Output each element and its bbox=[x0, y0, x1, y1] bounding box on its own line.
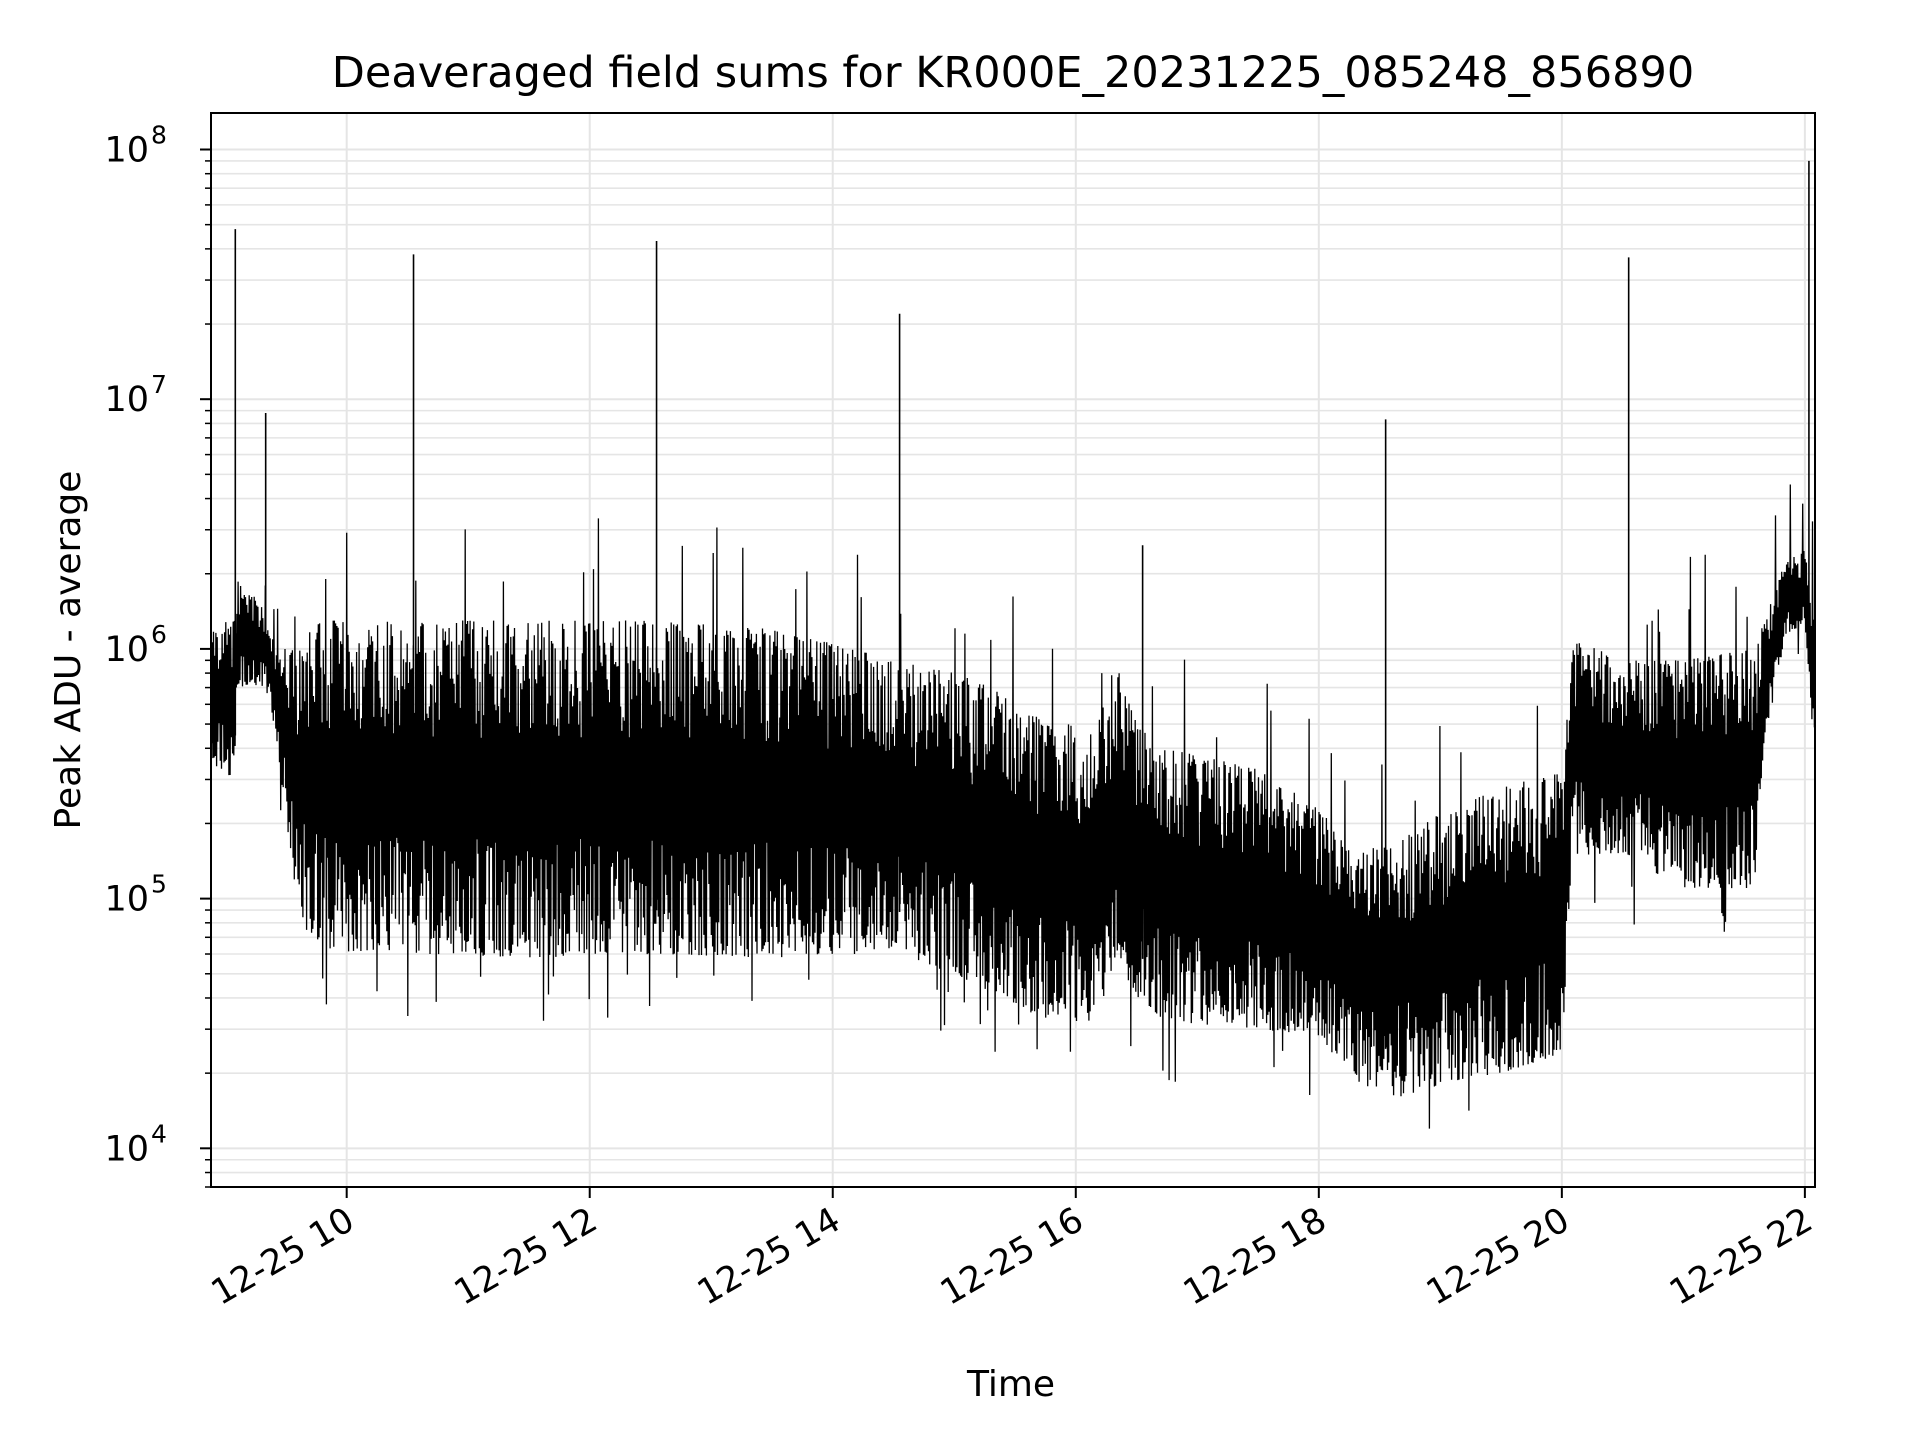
series-line bbox=[210, 484, 1816, 1129]
y-tick-label: 10 bbox=[104, 880, 149, 920]
y-tick-label: 10 bbox=[104, 1129, 149, 1169]
y-tick-exponent: 5 bbox=[151, 870, 167, 899]
y-tick-label: 10 bbox=[104, 380, 149, 420]
y-tick-exponent: 4 bbox=[151, 1119, 167, 1148]
plot-area bbox=[210, 160, 1816, 1129]
y-tick-label: 10 bbox=[104, 130, 149, 170]
y-axis-label: Peak ADU - average bbox=[48, 471, 89, 830]
chart-title: Deaveraged field sums for KR000E_2023122… bbox=[332, 48, 1694, 98]
plot-frame bbox=[210, 112, 1816, 1188]
y-tick-exponent: 6 bbox=[151, 620, 167, 649]
y-tick-exponent: 7 bbox=[151, 370, 167, 399]
y-tick-label: 10 bbox=[104, 630, 149, 670]
y-tick-exponent: 8 bbox=[151, 120, 167, 149]
x-axis-label: Time bbox=[966, 1364, 1055, 1405]
